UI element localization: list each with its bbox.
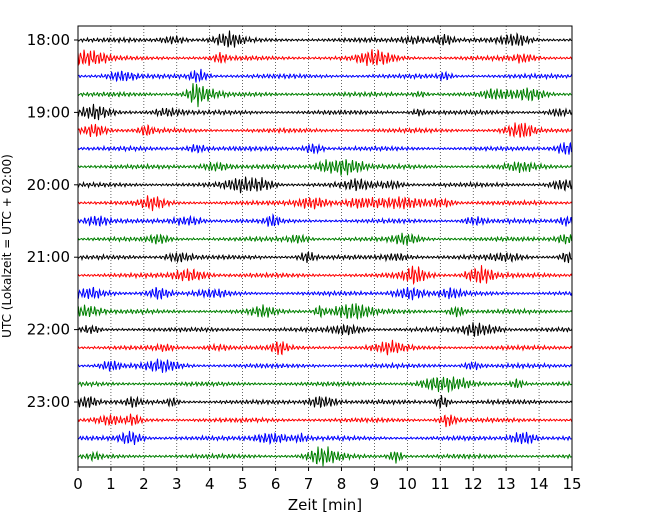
- seismic-trace-line: [77, 303, 573, 320]
- seismic-trace-line: [77, 322, 573, 337]
- x-tick-label: 9: [370, 475, 380, 493]
- y-tick-label: 19:00: [27, 103, 70, 121]
- seismic-trace-line: [77, 395, 573, 410]
- seismic-trace-line: [77, 286, 573, 301]
- seismic-trace-line: [77, 251, 573, 264]
- seismic-trace-line: [77, 430, 573, 445]
- seismic-trace-line: [77, 30, 573, 48]
- x-tick-label: 10: [398, 475, 417, 493]
- y-tick-label: 20:00: [27, 176, 70, 194]
- y-tick-label: 22:00: [27, 321, 70, 339]
- seismic-trace-line: [77, 159, 573, 176]
- seismic-trace-line: [77, 265, 573, 286]
- seismic-trace-line: [77, 413, 573, 428]
- seismic-trace-line: [77, 141, 573, 155]
- x-tick-label: 11: [431, 475, 450, 493]
- x-tick-label: 4: [205, 475, 215, 493]
- x-tick-label: 1: [106, 475, 116, 493]
- x-tick-label: 14: [530, 475, 549, 493]
- y-axis-ticks: 18:00 19:00 20:00 21:00 22:00 23:00: [27, 31, 78, 411]
- seismic-traces: [77, 30, 573, 467]
- seismic-trace-line: [77, 176, 573, 194]
- seismic-trace-line: [77, 48, 573, 66]
- y-axis-label: UTC (Lokalzeit = UTC + 02:00): [0, 154, 14, 338]
- seismic-trace-line: [77, 68, 573, 83]
- seismic-trace-line: [77, 232, 573, 246]
- seismic-trace-line: [77, 339, 573, 356]
- y-tick-label: 23:00: [27, 393, 70, 411]
- seismic-trace-line: [77, 446, 573, 467]
- x-tick-label: 8: [337, 475, 347, 493]
- x-tick-label: 3: [172, 475, 182, 493]
- x-tick-label: 2: [139, 475, 149, 493]
- y-tick-label: 21:00: [27, 248, 70, 266]
- x-axis-label: Zeit [min]: [288, 496, 362, 514]
- x-axis-ticks: 0 1 2 3 4 5 6 7 8 9 10 11 12 13 14 15: [73, 467, 582, 493]
- x-tick-label: 6: [271, 475, 281, 493]
- seismic-trace-line: [77, 376, 573, 393]
- x-tick-label: 0: [73, 475, 83, 493]
- seismic-trace-line: [77, 122, 573, 138]
- x-tick-label: 7: [304, 475, 314, 493]
- x-tick-label: 13: [497, 475, 516, 493]
- seismic-trace-line: [77, 103, 573, 121]
- x-tick-label: 5: [238, 475, 248, 493]
- seismic-trace-line: [77, 213, 573, 227]
- seismic-trace-line: [77, 195, 573, 212]
- y-tick-label: 18:00: [27, 31, 70, 49]
- x-tick-label: 12: [464, 475, 483, 493]
- seismic-trace-line: [77, 358, 573, 373]
- x-tick-label: 15: [562, 475, 581, 493]
- plot-frame: [77, 25, 573, 468]
- seismic-trace-line: [77, 83, 573, 108]
